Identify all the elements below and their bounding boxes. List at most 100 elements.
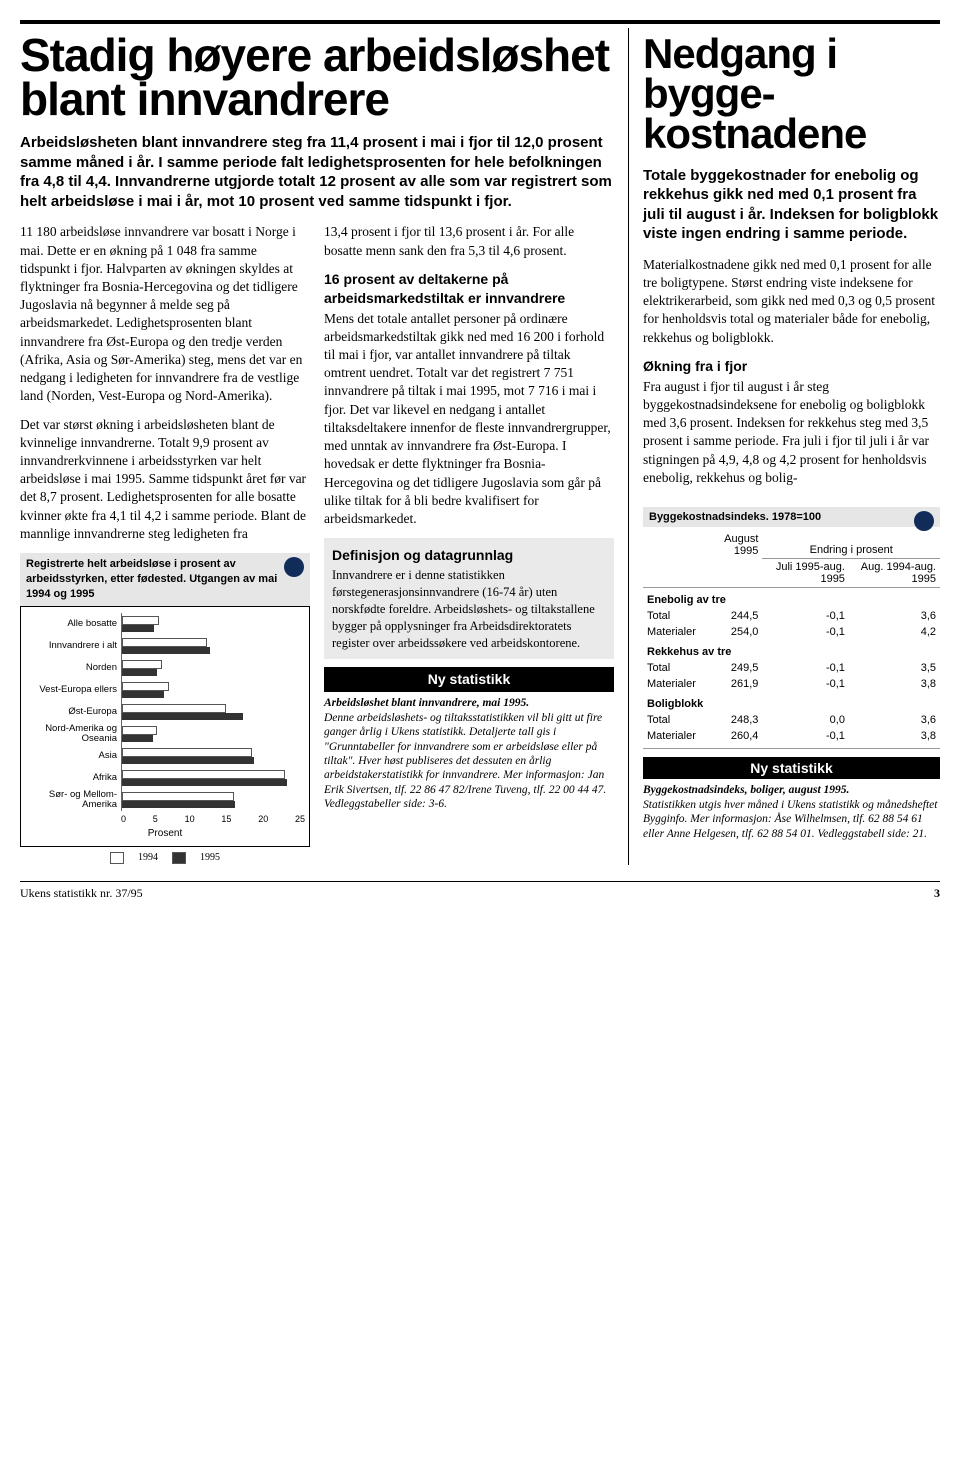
table-logo-icon (914, 511, 934, 531)
table-cell: 3,6 (849, 608, 940, 624)
table-row: Materialer260,4-0,13,8 (643, 728, 940, 744)
chart-legend: 1994 1995 (20, 851, 310, 865)
col-header-aug: August 1995 (700, 531, 763, 559)
table-cell: 4,2 (849, 624, 940, 640)
page-layout: Stadig høyere arbeidsløshet blant innvan… (20, 28, 940, 865)
table-cell: 244,5 (700, 608, 763, 624)
chart-row-bars (121, 657, 305, 679)
table-cell: 3,8 (849, 676, 940, 692)
axis-tick: 20 (258, 813, 268, 825)
table-cell: 0,0 (762, 712, 849, 728)
axis-label: Prosent (25, 827, 305, 841)
table-title-text: Byggekostnadsindeks. 1978=100 (649, 511, 821, 523)
table-cell: -0,1 (762, 728, 849, 744)
table-group-name: Enebolig av tre (643, 588, 940, 609)
chart-row-label: Sør- og Mellom-Amerika (25, 790, 121, 810)
chart-row-bars (121, 723, 305, 745)
table-cell: Materialer (643, 728, 700, 744)
bar-1994 (122, 726, 157, 735)
side-para: Materialkostnadene gikk ned med 0,1 pros… (643, 256, 940, 347)
definition-box: Definisjon og datagrunnlag Innvandrere e… (324, 538, 614, 659)
col-header-c1: Juli 1995-aug. 1995 (762, 559, 849, 588)
chart-row: Sør- og Mellom-Amerika (25, 789, 305, 811)
side-body: Materialkostnadene gikk ned med 0,1 pros… (643, 256, 940, 487)
side-stat-title: Byggekostnadsindeks, boliger, august 199… (643, 784, 849, 796)
table-cell: 254,0 (700, 624, 763, 640)
table-cell: -0,1 (762, 660, 849, 676)
axis-tick: 25 (295, 813, 305, 825)
side-lead: Totale byggekostnader for enebolig og re… (643, 166, 940, 244)
chart-row-bars (121, 613, 305, 635)
legend-label-95: 1995 (200, 851, 220, 865)
table-group-row: Boligblokk (643, 692, 940, 712)
main-body-columns: 11 180 arbeidsløse innvandrere var bosat… (20, 223, 614, 864)
table-cell: 261,9 (700, 676, 763, 692)
table-cell: 260,4 (700, 728, 763, 744)
table-row: Total249,5-0,13,5 (643, 660, 940, 676)
table-cell: -0,1 (762, 676, 849, 692)
table-group-name: Rekkehus av tre (643, 640, 940, 660)
subheading: 16 prosent av deltakerne på arbeidsmarke… (324, 270, 614, 308)
table-group-row: Enebolig av tre (643, 588, 940, 609)
chart-row-bars (121, 745, 305, 767)
side-para: Fra august i fjor til august i år steg b… (643, 378, 940, 487)
table-cell: Materialer (643, 624, 700, 640)
chart-x-axis: 0510152025 (121, 813, 305, 825)
main-article: Stadig høyere arbeidsløshet blant innvan… (20, 28, 629, 865)
stat-title: Arbeidsløshet blant innvandrere, mai 199… (324, 697, 529, 709)
table-cell: 3,6 (849, 712, 940, 728)
page-number: 3 (934, 886, 940, 901)
table-cell: 248,3 (700, 712, 763, 728)
stat-description: Arbeidsløshet blant innvandrere, mai 199… (324, 696, 614, 811)
chart-row: Norden (25, 657, 305, 679)
bar-1995 (122, 779, 287, 786)
table-cell: -0,1 (762, 624, 849, 640)
table-cell: Total (643, 608, 700, 624)
chart-row-label: Vest-Europa ellers (25, 685, 121, 695)
side-article: Nedgang i bygge-kostnadene Totale byggek… (643, 28, 940, 865)
bar-1994 (122, 682, 169, 691)
body-para: 13,4 prosent i fjor til 13,6 prosent i å… (324, 223, 614, 259)
chart-row-label: Alle bosatte (25, 619, 121, 629)
table-row: Total244,5-0,13,6 (643, 608, 940, 624)
chart-row: Nord-Amerika og Oseania (25, 723, 305, 745)
chart-row-bars (121, 789, 305, 811)
legend-swatch-94 (110, 852, 124, 864)
bar-1994 (122, 792, 234, 801)
bar-1994 (122, 704, 226, 713)
side-stat-body: Statistikken utgis hver måned i Ukens st… (643, 799, 937, 840)
stat-body: Denne arbeidsløshets- og tiltaksstatisti… (324, 712, 606, 810)
table-group-name: Boligblokk (643, 692, 940, 712)
col-header-c2: Aug. 1994-aug. 1995 (849, 559, 940, 588)
axis-tick: 15 (221, 813, 231, 825)
main-lead: Arbeidsløsheten blant innvandrere steg f… (20, 133, 614, 211)
chart-row-label: Asia (25, 751, 121, 761)
main-headline: Stadig høyere arbeidsløshet blant innvan… (20, 34, 614, 121)
bar-1995 (122, 757, 254, 764)
chart-row-label: Norden (25, 663, 121, 673)
body-para: Det var størst økning i arbeidsløsheten … (20, 416, 310, 544)
bar-1995 (122, 691, 164, 698)
chart-row: Innvandrere i alt (25, 635, 305, 657)
table-title: Byggekostnadsindeks. 1978=100 (643, 507, 940, 527)
chart-row: Vest-Europa ellers (25, 679, 305, 701)
bar-1995 (122, 801, 235, 808)
table-cell: 3,5 (849, 660, 940, 676)
new-stat-banner: Ny statistikk (324, 667, 614, 692)
footer-left: Ukens statistikk nr. 37/95 (20, 886, 143, 901)
chart-plot-area: Alle bosatte Innvandrere i alt Norden Vest-… (20, 606, 310, 848)
chart-row-bars (121, 767, 305, 789)
side-subheading: Økning fra i fjor (643, 357, 940, 376)
axis-tick: 10 (185, 813, 195, 825)
chart-row: Alle bosatte (25, 613, 305, 635)
table-cell: Total (643, 712, 700, 728)
chart-row-label: Nord-Amerika og Oseania (25, 724, 121, 744)
definition-heading: Definisjon og datagrunnlag (332, 546, 606, 565)
side-headline: Nedgang i bygge-kostnadene (643, 34, 940, 154)
definition-body: Innvandrere er i denne statistikken førs… (332, 567, 606, 651)
side-stat-description: Byggekostnadsindeks, boliger, august 199… (643, 783, 940, 841)
chart-row: Afrika (25, 767, 305, 789)
legend-label-94: 1994 (138, 851, 158, 865)
table-cell: Materialer (643, 676, 700, 692)
table-row: Materialer254,0-0,14,2 (643, 624, 940, 640)
